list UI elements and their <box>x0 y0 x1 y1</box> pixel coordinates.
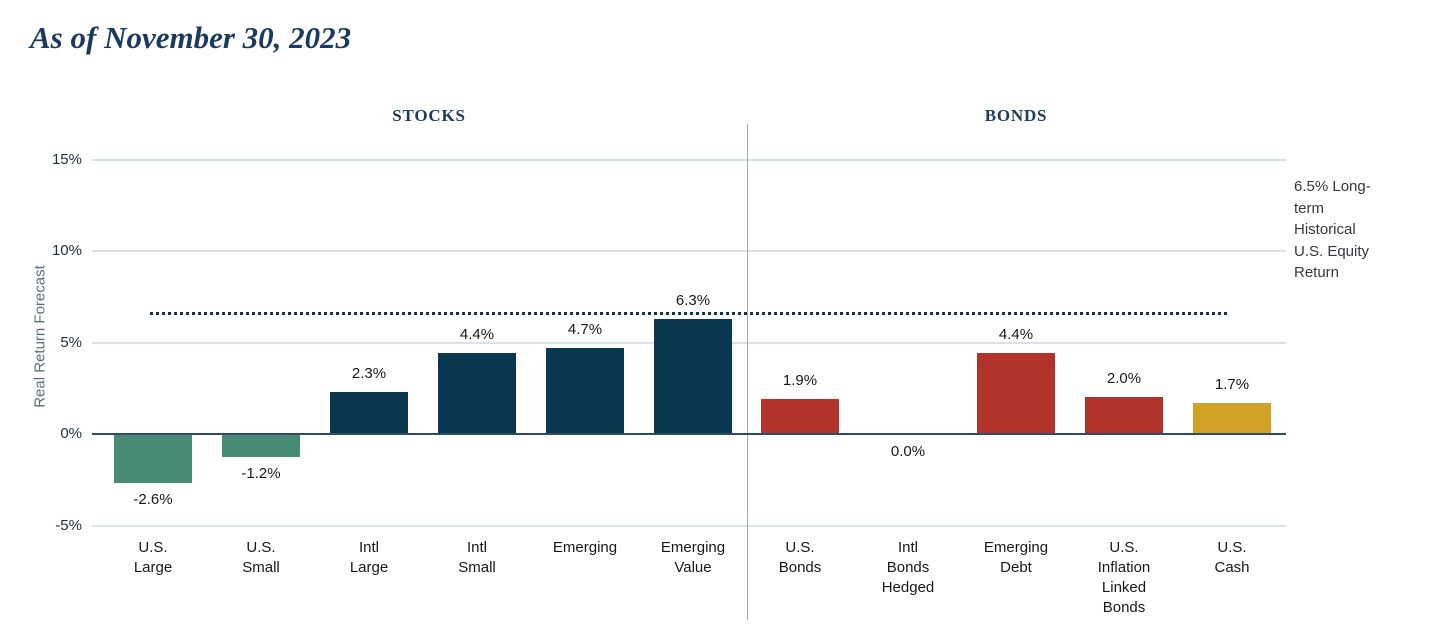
bar-u-s-cash <box>1193 402 1271 434</box>
category-label-line: Bonds <box>778 559 822 576</box>
category-label-intl-bonds-hedged: Intl Bonds Hedged <box>848 538 968 598</box>
annotation-line: term <box>1294 199 1324 217</box>
category-label-intl-small: Intl Small <box>417 538 537 578</box>
category-label-line: Bonds <box>1102 599 1146 616</box>
value-label-u-s-large: -2.6% <box>133 490 173 508</box>
annotation-line: 6.5% Long- <box>1294 178 1371 195</box>
category-label-line: U.S. <box>138 539 168 556</box>
annotation-line: Historical <box>1294 221 1356 238</box>
reference-line-6-5-percent <box>150 312 1229 315</box>
category-label-line: Emerging <box>552 539 618 556</box>
bar-emerging-debt <box>977 353 1055 434</box>
category-label-line: Cash <box>1214 559 1250 576</box>
category-label-line: Emerging <box>660 539 726 556</box>
value-label-u-s-inflation-linked-bonds: 2.0% <box>1106 370 1142 388</box>
value-label-u-s-small: -1.2% <box>241 464 281 482</box>
y-tick-label-15: 15% <box>51 150 82 168</box>
value-label-intl-bonds-hedged: 0.0% <box>890 443 926 460</box>
category-label-line: Intl <box>358 539 379 556</box>
bar-intl-small <box>438 353 516 434</box>
category-label-u-s-small: U.S. Small <box>201 538 321 578</box>
page-title: As of November 30, 2023 <box>30 20 352 55</box>
category-label-u-s-cash: U.S. Cash <box>1172 538 1292 578</box>
value-label-u-s-cash: 1.7% <box>1214 375 1250 393</box>
bar-u-s-bonds <box>761 399 839 434</box>
y-tick-label-0: 0% <box>60 425 82 442</box>
reference-line-annotation: 6.5% Long- term Historical U.S. Equity R… <box>1294 176 1398 284</box>
gridline-10 <box>92 250 1286 252</box>
bar-u-s-small <box>222 435 300 457</box>
bar-emerging-value <box>654 318 732 434</box>
x-axis-zero-line <box>92 433 1286 435</box>
value-label-emerging-value: 6.3% <box>675 291 711 309</box>
category-label-line: Emerging <box>983 539 1049 556</box>
bar-intl-large <box>330 391 408 434</box>
gridline-5 <box>92 524 1286 527</box>
category-label-line: Intl <box>466 539 487 556</box>
category-label-u-s-inflation-linked-bonds: U.S. Inflation Linked Bonds <box>1064 538 1184 618</box>
category-label-line: U.S. <box>1217 539 1247 556</box>
section-header-stocks: STOCKS <box>392 106 466 125</box>
category-label-emerging-value: Emerging Value <box>633 538 753 578</box>
category-label-line: Small <box>242 559 280 576</box>
bar-emerging <box>546 347 624 434</box>
value-label-intl-large: 2.3% <box>351 364 387 382</box>
category-label-line: Large <box>133 559 173 576</box>
value-label-emerging-debt: 4.4% <box>998 326 1034 344</box>
annotation-line: Return <box>1294 264 1340 281</box>
section-separator-line <box>747 124 748 620</box>
category-label-intl-large: Intl Large <box>309 538 429 578</box>
category-label-line: Large <box>349 559 389 576</box>
section-header-bonds: BONDS <box>984 106 1048 125</box>
value-label-intl-small: 4.4% <box>459 326 495 344</box>
category-label-line: Debt <box>1000 559 1032 576</box>
category-label-line: Small <box>458 559 496 576</box>
annotation-line: U.S. Equity <box>1294 242 1370 260</box>
category-label-emerging-debt: Emerging Debt <box>956 538 1076 578</box>
category-label-line: Linked <box>1101 579 1147 596</box>
category-label-line: Intl <box>897 539 918 556</box>
y-tick-label-5: -5% <box>55 516 82 534</box>
y-tick-label-5: 5% <box>60 333 82 351</box>
gridline-15 <box>92 158 1286 161</box>
category-label-line: Hedged <box>881 579 935 596</box>
value-label-u-s-bonds: 1.9% <box>782 372 818 390</box>
bar-u-s-large <box>114 435 192 483</box>
value-label-emerging: 4.7% <box>567 320 603 338</box>
category-label-line: U.S. <box>785 539 815 556</box>
bar-u-s-inflation-linked-bonds <box>1085 397 1163 434</box>
category-label-line: U.S. <box>246 539 276 556</box>
category-label-line: U.S. <box>1109 539 1139 556</box>
category-label-emerging: Emerging <box>525 538 645 558</box>
category-label-line: Bonds <box>886 559 930 576</box>
category-label-line: Value <box>674 559 712 576</box>
category-label-u-s-large: U.S. Large <box>93 538 213 578</box>
category-label-line: Inflation <box>1097 559 1151 576</box>
y-tick-label-10: 10% <box>51 242 82 259</box>
category-label-u-s-bonds: U.S. Bonds <box>740 538 860 578</box>
